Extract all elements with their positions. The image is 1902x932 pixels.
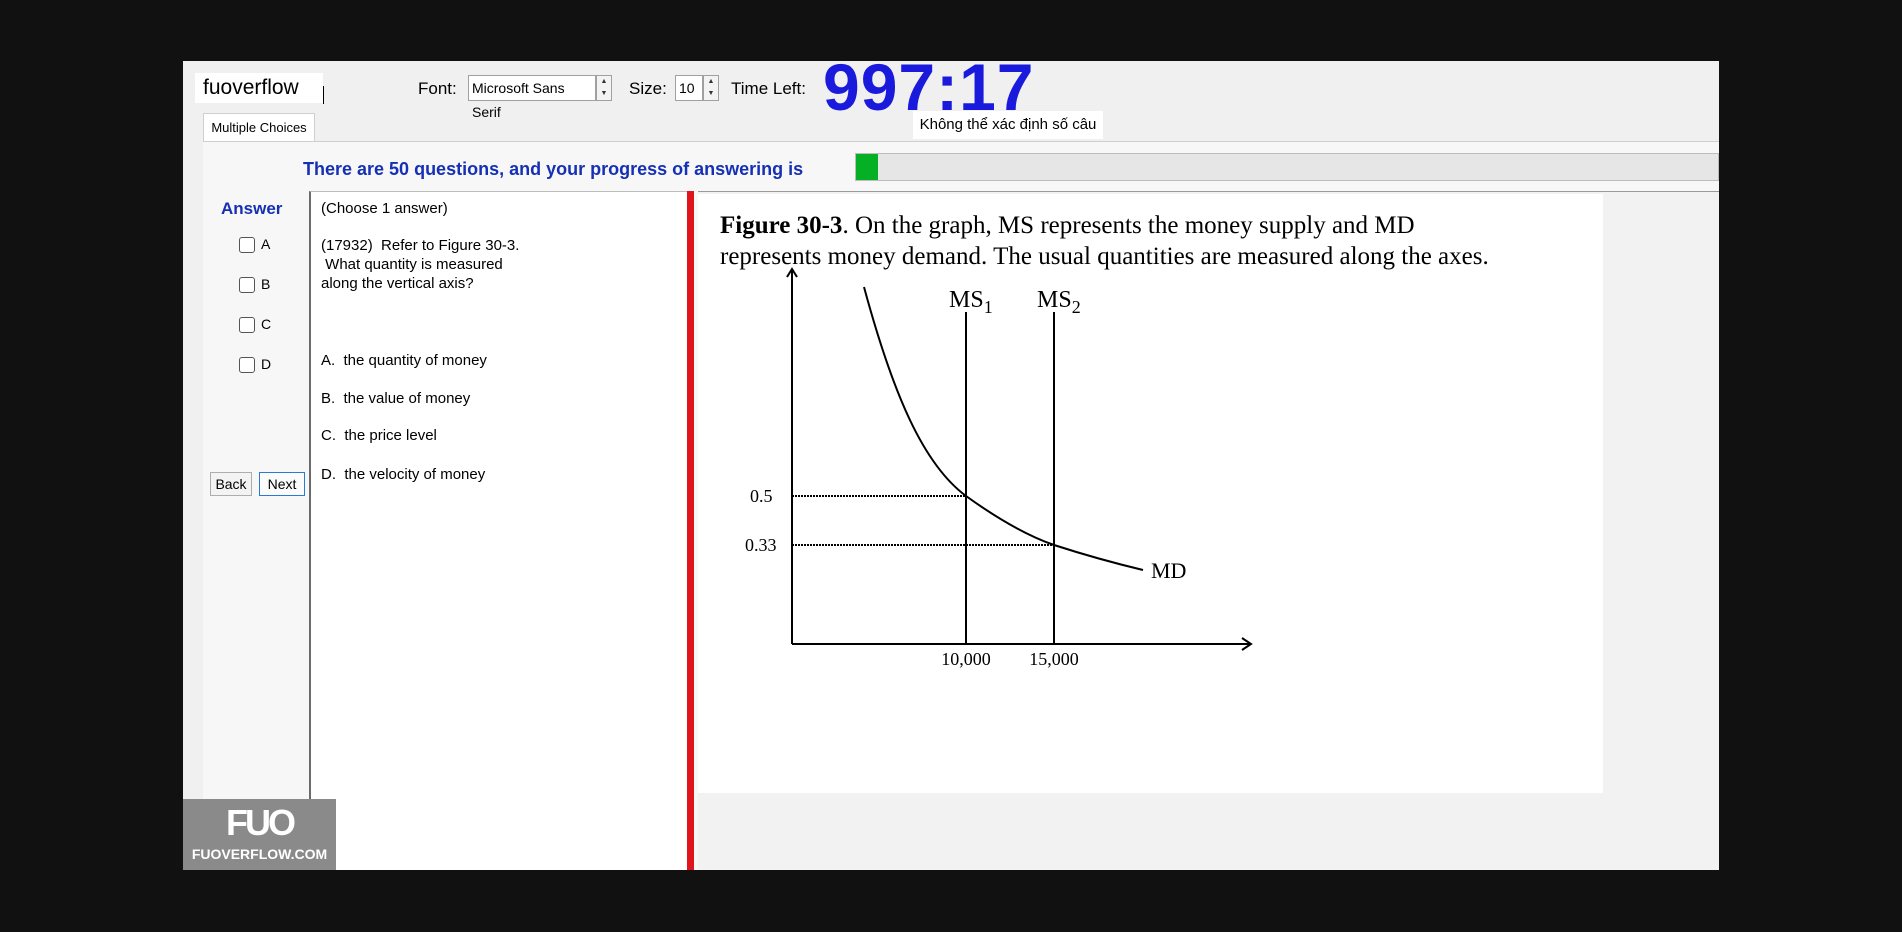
panel-splitter[interactable]	[687, 191, 694, 870]
md-label: MD	[1151, 558, 1186, 583]
tab-multiple-choices[interactable]: Multiple Choices	[203, 113, 315, 142]
size-input[interactable]: 10	[675, 75, 703, 101]
exam-window: fuoverflow Font: Microsoft Sans Serif ▲ ▼…	[183, 61, 1719, 870]
x-tick-label: 15,000	[1029, 649, 1079, 669]
ms2-label: MS2	[1037, 287, 1081, 317]
checkbox-c[interactable]	[239, 317, 255, 334]
answer-title: Answer	[221, 199, 283, 218]
choice-c-text: C. the price level	[321, 427, 437, 444]
option-label: A	[261, 236, 271, 252]
question-figure: Figure 30-3. On the graph, MS represents…	[698, 194, 1603, 793]
next-button[interactable]: Next	[259, 472, 305, 496]
y-tick-label: 0.5	[750, 486, 773, 506]
y-axis-arrow-icon	[786, 267, 798, 278]
spin-down-icon[interactable]: ▼	[600, 90, 608, 97]
size-spinner[interactable]: ▲ ▼	[703, 75, 719, 101]
y-tick-label: 0.33	[745, 535, 777, 555]
question-count-note: Không thể xác định số câu	[913, 111, 1103, 139]
money-market-graph: MS1 MS2 MD 0.5 0.33 10,000 15,000	[745, 267, 1253, 669]
spin-up-icon[interactable]: ▲	[707, 78, 715, 85]
answer-option-a[interactable]: A	[239, 236, 271, 254]
figure-caption-line2: represents money demand. The usual quant…	[720, 243, 1489, 270]
choice-a-text: A. the quantity of money	[321, 352, 487, 369]
option-label: B	[261, 276, 271, 292]
watermark-site: FUOVERFLOW.COM	[191, 846, 328, 862]
figure-caption-title: Figure 30-3	[720, 212, 843, 239]
question-panel: (Choose 1 answer) (17932) Refer to Figur…	[309, 191, 687, 870]
question-stem-line: (17932) Refer to Figure 30-3.	[321, 237, 520, 254]
checkbox-d[interactable]	[239, 357, 255, 374]
watermark-logo: FUO	[226, 802, 296, 843]
progress-bar	[855, 153, 1719, 181]
x-tick-label: 10,000	[941, 649, 991, 669]
size-label: Size:	[629, 79, 667, 98]
progress-fill	[856, 154, 879, 180]
font-label: Font:	[418, 79, 457, 98]
ms1-label: MS1	[949, 287, 993, 317]
brand-label: fuoverflow	[195, 73, 323, 103]
figure-caption-text: . On the graph, MS represents the money …	[842, 212, 1415, 239]
option-label: D	[261, 356, 272, 372]
checkbox-b[interactable]	[239, 277, 255, 294]
answer-option-c[interactable]: C	[239, 316, 272, 334]
font-spinner[interactable]: ▲ ▼	[596, 75, 612, 101]
figure-caption: Figure 30-3. On the graph, MS represents…	[720, 210, 1489, 272]
option-label: C	[261, 316, 272, 332]
x-axis-arrow-icon	[1241, 637, 1253, 651]
spin-down-icon[interactable]: ▼	[707, 90, 715, 97]
question-stem-line: along the vertical axis?	[321, 275, 474, 292]
answer-option-b[interactable]: B	[239, 276, 271, 294]
md-curve	[863, 286, 1144, 571]
choice-d-text: D. the velocity of money	[321, 466, 486, 483]
time-left-label: Time Left:	[731, 79, 806, 98]
font-select[interactable]: Microsoft Sans Serif	[468, 75, 596, 120]
question-instruction: (Choose 1 answer)	[321, 200, 448, 217]
checkbox-a[interactable]	[239, 237, 255, 254]
answer-option-d[interactable]: D	[239, 356, 272, 374]
progress-text: There are 50 questions, and your progres…	[303, 159, 804, 179]
text-caret	[323, 86, 324, 104]
question-stem-line: What quantity is measured	[321, 256, 503, 273]
spin-up-icon[interactable]: ▲	[600, 78, 608, 85]
back-button[interactable]: Back	[210, 472, 252, 496]
choice-b-text: B. the value of money	[321, 390, 471, 407]
watermark: FUO FUOVERFLOW.COM	[183, 799, 336, 870]
